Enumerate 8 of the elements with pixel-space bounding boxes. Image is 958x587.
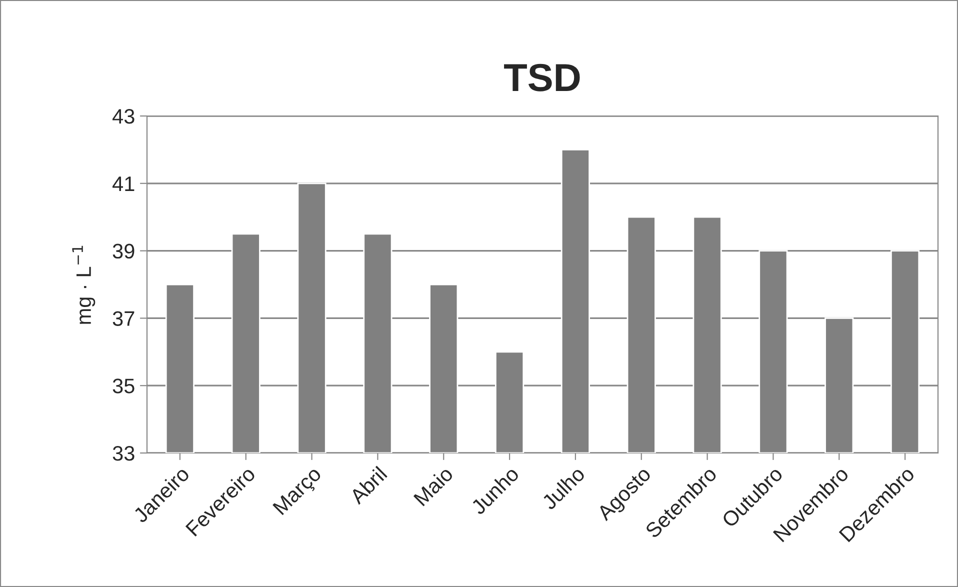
y-tick-label: 39: [112, 244, 134, 259]
y-tick-label: 41: [112, 176, 134, 191]
chart-title: TSD: [504, 64, 580, 92]
y-tick-label: 35: [112, 378, 134, 394]
y-tick-label: 33: [112, 446, 134, 461]
y-tick-label: 43: [112, 109, 134, 124]
y-tick-label: 37: [112, 311, 134, 326]
y-axis-title: mg · L$^{−1}$: [72, 246, 96, 324]
